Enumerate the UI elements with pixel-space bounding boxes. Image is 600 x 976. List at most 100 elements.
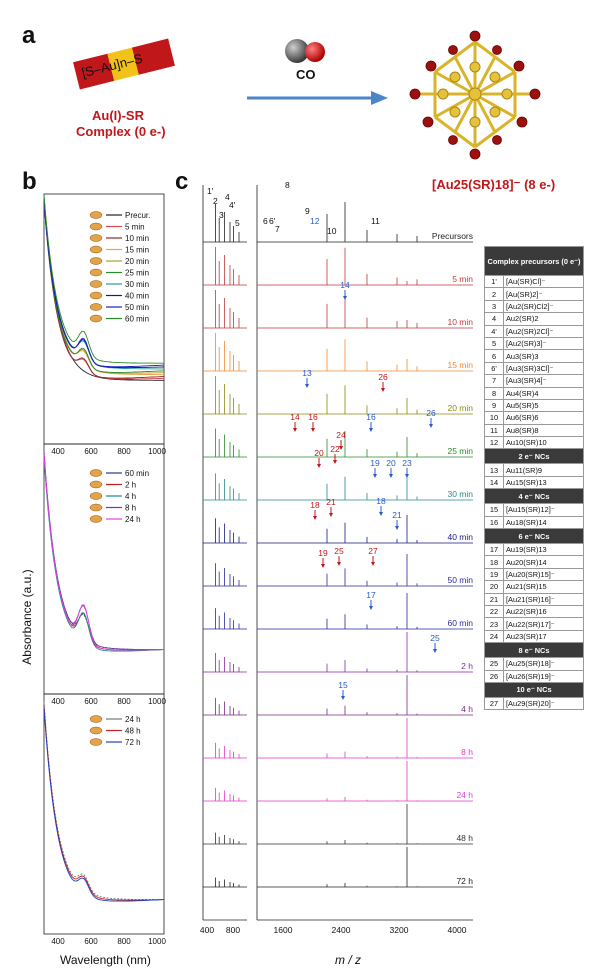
table-cell-species: Au6(SR)6 — [503, 411, 584, 425]
complex-name-line1: Au(I)-SR — [92, 108, 144, 123]
table-row: 5 [Au2(SR)3]⁻ — [484, 336, 584, 351]
table-cell-id: 2 — [484, 287, 504, 301]
table-cell-species: [Au3(SR)4]⁻ — [503, 374, 584, 388]
panel-b-x-tick: 400 — [51, 697, 65, 706]
table-cell-species: Au10(SR)10 — [503, 436, 584, 450]
table-section-title: Complex precursors (0 e⁻) — [484, 246, 584, 276]
ms-trace — [203, 761, 473, 802]
ms-trace-label: 48 h — [456, 833, 473, 843]
peak-annotation-arrowhead — [313, 516, 317, 520]
peak-annotation: 14 — [340, 280, 350, 290]
table-row: 6' [Au3(SR)3Cl]⁻ — [484, 361, 584, 376]
panel-c-x-label: m / z — [335, 953, 361, 967]
uv-curve-stage1 — [43, 201, 165, 373]
table-cell-species: [Au(SR)2]⁻ — [503, 287, 584, 301]
ms-trace — [203, 202, 473, 243]
legend2-vial-icon — [89, 515, 103, 523]
peak-annotation-arrowhead — [379, 512, 383, 516]
peak-annotation: 16 — [366, 412, 376, 422]
table-section-title: 10 e⁻ NCs — [484, 681, 584, 698]
table-cell-id: 24 — [484, 629, 504, 644]
peak-annotation-arrowhead — [405, 474, 409, 478]
table-row: 4 Au2(SR)2 — [484, 312, 584, 326]
table-row: 17 Au19(SR)13 — [484, 543, 584, 557]
legend2-label: 24 h — [125, 515, 141, 524]
precursor-peak-label: 4' — [229, 200, 236, 210]
table-row: 19 [Au20(SR)15]⁻ — [484, 567, 584, 582]
panel-b-frame-3 — [43, 693, 165, 935]
panel-b-x-tick: 1000 — [148, 937, 166, 946]
peak-annotation: 18 — [376, 496, 386, 506]
legend1-label: 10 min — [125, 234, 149, 243]
precursor-peak-label: 12 — [310, 216, 320, 226]
table-row: 27 [Au29(SR)20]⁻ — [484, 696, 584, 711]
legend2-vial-icon — [89, 492, 103, 500]
table-cell-id: 25 — [484, 657, 504, 671]
ms-trace-label: 50 min — [447, 575, 473, 585]
panel-b-x-tick: 1000 — [148, 447, 166, 456]
table-section-header: 4 e⁻ NCs — [484, 488, 584, 505]
legend2-vial-icon — [89, 503, 103, 512]
peak-annotation: 18 — [310, 500, 320, 510]
uv-curve-stage1 — [43, 201, 165, 379]
peak-annotation-arrowhead — [343, 296, 347, 300]
precursor-peak-label: 11 — [371, 216, 380, 226]
table-cell-species: Au23(SR)17 — [503, 629, 584, 644]
peak-annotation: 24 — [336, 430, 346, 440]
uv-curve-stage2 — [43, 451, 164, 651]
table-cell-id: 26 — [484, 669, 504, 683]
legend2-vial-icon — [89, 480, 103, 489]
peak-annotation-arrowhead — [333, 460, 337, 464]
table-row: 21 [Au21(SR)16]⁻ — [484, 592, 584, 607]
legend1-label: 5 min — [125, 223, 145, 232]
table-cell-id: 27 — [484, 696, 504, 711]
ms-trace-label: 20 min — [447, 403, 473, 413]
ms-trace — [203, 847, 473, 888]
ms-trace — [203, 428, 473, 458]
peak-annotation: 26 — [378, 372, 388, 382]
ms-trace-label: Precursors — [432, 231, 473, 241]
table-cell-id: 9 — [484, 398, 504, 413]
peak-annotation: 25 — [430, 633, 440, 643]
precursor-peak-label: 5 — [235, 218, 240, 228]
ms-trace-label: 2 h — [461, 661, 473, 671]
table-row: 18 Au20(SR)14 — [484, 555, 584, 569]
legend1-vial-icon — [89, 245, 103, 254]
table-cell-id: 10 — [484, 411, 504, 425]
table-section-header: 6 e⁻ NCs — [484, 528, 584, 545]
uv-curve-stage3 — [43, 701, 164, 901]
ms-trace — [203, 718, 473, 759]
peak-annotation: 20 — [386, 458, 396, 468]
peak-annotation-arrowhead — [381, 388, 385, 392]
peak-annotation-arrowhead — [317, 464, 321, 468]
panel-b-x-tick: 600 — [84, 447, 98, 456]
table-row: 15 [Au15(SR)12]⁻ — [484, 503, 584, 517]
precursor-peak-label: 7 — [275, 224, 280, 234]
peak-annotation-arrowhead — [371, 562, 375, 566]
ms-trace — [203, 473, 473, 501]
legend1-label: 50 min — [125, 303, 149, 312]
ms-trace-label: 15 min — [447, 360, 473, 370]
table-row: 7 [Au3(SR)4]⁻ — [484, 374, 584, 388]
table-cell-species: [Au20(SR)15]⁻ — [503, 567, 584, 582]
table-cell-species: [Au22(SR)17]⁻ — [503, 617, 584, 631]
panel-a-label: a — [22, 22, 36, 49]
ms-trace-label: 60 min — [447, 618, 473, 628]
peak-annotation-arrowhead — [341, 696, 345, 700]
legend1-vial-icon — [89, 314, 103, 323]
table-cell-id: 4 — [484, 312, 504, 326]
peak-annotation-arrowhead — [337, 562, 341, 566]
precursor-peak-label: 1' — [207, 186, 214, 196]
product-label: [Au25(SR)18]⁻ (8 e-) — [432, 177, 556, 192]
peak-annotation-arrowhead — [395, 526, 399, 530]
table-cell-species: [Au29(SR)20]⁻ — [503, 696, 584, 711]
table-section-title: 6 e⁻ NCs — [484, 528, 584, 545]
table-cell-id: 20 — [484, 580, 504, 594]
peak-annotation-arrowhead — [339, 446, 343, 450]
legend2-label: 8 h — [125, 504, 136, 513]
peak-annotation-arrowhead — [433, 649, 437, 653]
peak-annotation-arrowhead — [369, 606, 373, 610]
legend1-vial-icon — [89, 268, 103, 277]
legend1-vial-icon — [89, 211, 103, 219]
precursor-peak-label: 4 — [225, 192, 230, 202]
